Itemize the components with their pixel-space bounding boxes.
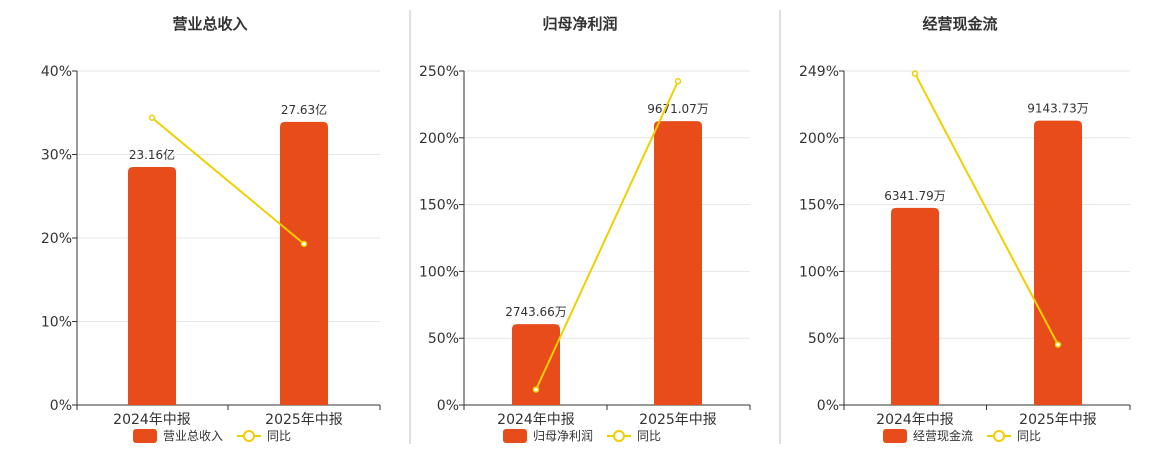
y-tick-label: 0% — [817, 398, 839, 414]
x-tick-label: 2025年中报 — [639, 412, 717, 428]
legend-label-bar: 营业总收入 — [163, 429, 223, 443]
legend-swatch-marker — [613, 430, 625, 442]
bar — [280, 121, 328, 405]
legend-label-bar: 归母净利润 — [533, 429, 593, 443]
y-tick-label: 50% — [428, 331, 459, 347]
legend: 归母净利润 同比 — [503, 429, 661, 443]
chart-panel-3: 经营现金流 0% 50% 100% 150% 200% 249% 6341.79万 9143.7… — [799, 15, 1131, 443]
chart-title: 营业总收入 — [172, 15, 247, 33]
y-tick-label: 100% — [799, 264, 839, 280]
y-tick-label: 250% — [419, 64, 459, 80]
chart-panel-1: 营业总收入 0% 10% 20% 30% 40% 23.16亿 27.63亿 2024年中报 20… — [41, 15, 381, 443]
x-tick-label: 2025年中报 — [1019, 412, 1097, 428]
yoy-line — [151, 116, 305, 245]
y-tick-label: 200% — [799, 131, 839, 147]
legend-swatch-bar — [883, 429, 907, 443]
y-tick-label: 150% — [419, 198, 459, 214]
x-tick-label: 2024年中报 — [113, 412, 191, 428]
bar — [1034, 120, 1082, 405]
legend-swatch-marker — [993, 430, 1005, 442]
yoy-point — [1054, 341, 1062, 348]
yoy-point — [911, 70, 919, 77]
y-tick-label: 0% — [437, 398, 459, 414]
yoy-point — [674, 78, 682, 85]
yoy-point — [148, 114, 156, 122]
bar-data-label: 27.63亿 — [281, 102, 327, 117]
legend-label-line: 同比 — [267, 429, 291, 443]
y-tick-label: 40% — [41, 64, 72, 80]
y-tick-label: 30% — [41, 148, 72, 164]
legend-label-line: 同比 — [1017, 429, 1041, 443]
legend: 营业总收入 同比 — [133, 429, 291, 443]
y-tick-label: 200% — [419, 131, 459, 147]
bar — [512, 324, 560, 405]
chart-title: 经营现金流 — [922, 15, 997, 33]
y-tick-label: 0% — [50, 398, 72, 414]
y-tick-label: 249% — [799, 64, 839, 80]
legend-swatch-marker — [243, 430, 255, 442]
y-tick-label: 50% — [808, 331, 839, 347]
bar-data-label: 6341.79万 — [884, 189, 946, 203]
x-tick-label: 2025年中报 — [265, 412, 343, 428]
bar-data-label: 9143.73万 — [1027, 102, 1089, 116]
y-tick-label: 150% — [799, 198, 839, 214]
chart-panel-2: 归母净利润 0% 50% 100% 150% 200% 250% 2743.66万 9671.0… — [419, 15, 751, 443]
yoy-line — [914, 73, 1059, 346]
x-tick-label: 2024年中报 — [876, 412, 954, 428]
bar-data-label: 23.16亿 — [129, 147, 175, 162]
y-tick-label: 100% — [419, 264, 459, 280]
bar-data-label: 2743.66万 — [505, 305, 567, 319]
legend-swatch-bar — [503, 429, 527, 443]
legend-label-line: 同比 — [637, 429, 661, 443]
bar — [128, 167, 176, 405]
yoy-point — [532, 386, 540, 393]
yoy-point — [300, 240, 308, 248]
bar — [891, 207, 939, 405]
chart-title: 归母净利润 — [542, 15, 617, 33]
legend-swatch-bar — [133, 429, 157, 443]
y-tick-label: 20% — [41, 231, 72, 247]
y-tick-label: 10% — [41, 315, 72, 331]
bar — [654, 121, 702, 405]
yoy-line — [535, 80, 679, 391]
legend: 经营现金流 同比 — [883, 428, 1041, 443]
bar-data-label: 9671.07万 — [647, 102, 709, 116]
legend-label-bar: 经营现金流 — [913, 428, 973, 443]
x-tick-label: 2024年中报 — [497, 412, 575, 428]
